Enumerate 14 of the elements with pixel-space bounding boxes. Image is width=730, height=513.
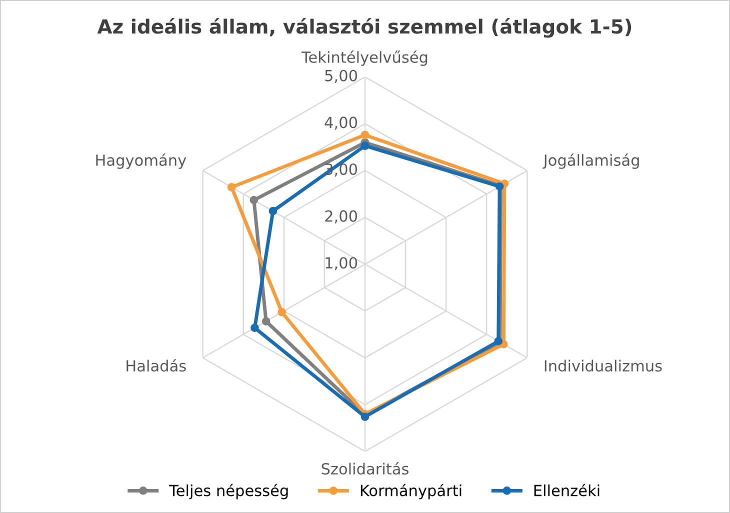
spoke-label: Jogállamiság <box>542 154 639 169</box>
legend-label: Kormánypárti <box>360 484 462 500</box>
spoke-label: Individualizmus <box>544 360 662 372</box>
legend-label: Ellenzéki <box>534 484 600 496</box>
spoke-label: Szolidaritás <box>322 462 408 475</box>
legend-label: Teljes népesség <box>169 484 288 500</box>
y-tick-label: 5,00 <box>325 70 358 83</box>
y-tick-label: 4,00 <box>324 116 358 130</box>
y-tick-label: 2,00 <box>325 210 358 224</box>
spoke-label: Hagyomány <box>96 154 186 169</box>
spoke-label: Haladás <box>126 359 186 372</box>
chart-title: Az ideális állam, választói szemmel (átlagok 1-5) <box>97 18 632 38</box>
y-tick-label: 1,00 <box>326 257 358 270</box>
spoke-label: Tekintélyelvűség <box>301 50 428 66</box>
